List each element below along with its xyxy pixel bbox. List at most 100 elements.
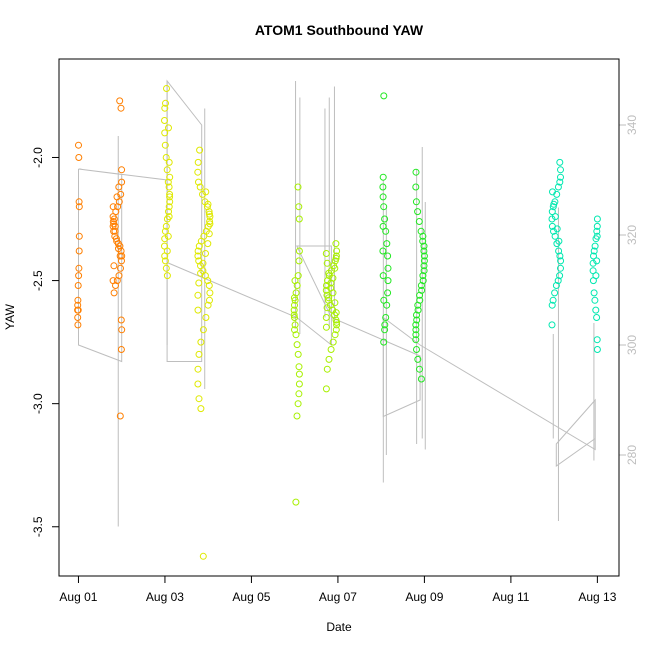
data-point <box>331 331 339 339</box>
data-point <box>557 166 564 174</box>
data-point <box>412 336 420 344</box>
data-point <box>332 309 340 317</box>
data-point <box>293 341 301 349</box>
data-point <box>75 247 83 255</box>
data-point <box>379 193 387 201</box>
data-point <box>197 338 205 346</box>
data-point <box>550 227 557 235</box>
data-point <box>118 257 125 265</box>
data-point <box>113 193 121 201</box>
data-point <box>195 395 203 403</box>
y-tick-label: -3.5 <box>31 516 45 537</box>
data-point <box>199 326 207 334</box>
data-point <box>380 203 388 211</box>
data-point <box>292 289 300 297</box>
data-point <box>115 183 123 191</box>
data-point <box>556 158 564 166</box>
data-point <box>322 250 330 257</box>
data-point <box>413 311 420 319</box>
data-point <box>384 264 392 272</box>
data-point <box>164 178 172 186</box>
data-point <box>414 208 422 216</box>
data-point <box>195 178 202 186</box>
data-point <box>593 227 601 235</box>
data-point <box>548 321 556 329</box>
data-point <box>379 247 387 255</box>
data-point <box>379 222 387 230</box>
data-point <box>75 264 83 272</box>
data-point <box>381 326 389 334</box>
data-point <box>116 412 124 420</box>
data-point <box>196 183 204 191</box>
data-point <box>75 141 82 149</box>
data-point <box>117 104 125 112</box>
data-point <box>199 552 207 560</box>
data-point <box>117 264 124 272</box>
plot-frame <box>58 58 620 577</box>
data-point <box>202 250 209 257</box>
data-point <box>195 242 203 250</box>
data-point <box>413 316 421 324</box>
data-point <box>74 282 82 289</box>
data-point <box>199 259 207 267</box>
data-point <box>74 296 82 304</box>
data-point <box>165 208 172 216</box>
data-point <box>323 365 331 373</box>
data-point <box>111 222 119 230</box>
data-point <box>204 277 212 285</box>
data-point <box>74 321 82 329</box>
data-point <box>384 289 392 297</box>
data-point <box>322 385 330 393</box>
data-point <box>205 208 213 216</box>
data-point <box>557 257 565 265</box>
data-point <box>197 269 205 277</box>
data-point <box>553 225 561 233</box>
data-point <box>413 346 420 353</box>
x-tick-label: Aug 09 <box>405 590 443 604</box>
data-point <box>75 198 83 206</box>
data-point <box>166 198 174 206</box>
data-point <box>75 272 83 280</box>
data-point <box>325 294 333 302</box>
data-point <box>206 220 214 228</box>
data-point <box>380 338 388 346</box>
data-point <box>295 370 303 378</box>
data-point <box>194 168 202 176</box>
data-point <box>295 257 303 265</box>
data-point <box>166 190 174 198</box>
data-point <box>417 375 425 383</box>
data-point <box>295 380 303 388</box>
y2-tick-label: 280 <box>625 445 639 465</box>
data-point <box>293 412 301 420</box>
data-point <box>592 272 600 280</box>
data-point <box>204 301 212 309</box>
y2-tick-label: 320 <box>625 225 639 245</box>
y-tick-label: -2.5 <box>31 270 45 291</box>
data-point <box>74 314 82 321</box>
data-point <box>557 173 564 181</box>
data-point <box>163 247 171 255</box>
data-point <box>555 237 563 245</box>
data-point <box>329 338 337 346</box>
data-point <box>294 400 302 408</box>
data-point <box>165 183 173 191</box>
data-point <box>417 282 425 289</box>
data-point <box>556 252 564 260</box>
data-point <box>379 173 387 181</box>
data-point <box>292 331 300 339</box>
data-point <box>412 168 420 176</box>
data-point <box>109 213 117 221</box>
data-point <box>556 178 564 186</box>
data-point <box>322 314 330 321</box>
data-point <box>161 129 169 137</box>
data-point <box>204 240 212 248</box>
data-point <box>382 314 390 321</box>
data-point <box>161 227 169 235</box>
data-point <box>113 237 121 245</box>
data-point <box>331 264 339 272</box>
data-point <box>196 146 204 154</box>
data-point <box>333 321 341 329</box>
data-point <box>593 222 601 230</box>
data-point <box>552 282 560 289</box>
